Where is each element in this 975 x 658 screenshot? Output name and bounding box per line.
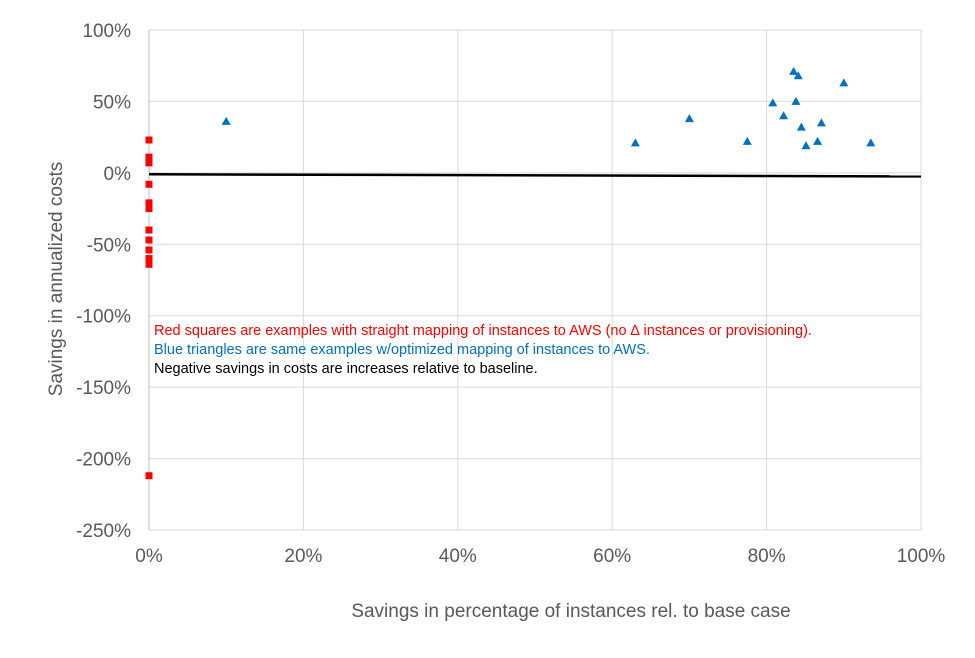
blue-triangle-point — [789, 66, 799, 75]
blue-triangle-point — [796, 122, 806, 131]
x-tick-label: 60% — [593, 546, 631, 567]
trendline-group — [148, 173, 922, 178]
trendline — [148, 173, 922, 178]
x-tick-label: 0% — [135, 546, 163, 567]
blue-triangle-point — [801, 141, 811, 150]
annotation-block: Red squares are examples with straight m… — [154, 323, 812, 377]
red-square-point — [145, 472, 153, 480]
x-axis-title: Savings in percentage of instances rel. … — [351, 601, 790, 622]
x-axis: 0% 20% 40% 60% 80% 100% — [135, 546, 945, 567]
x-tick-label: 20% — [284, 546, 322, 567]
blue-triangle-point — [221, 116, 231, 125]
blue-triangle-point — [779, 111, 789, 120]
y-tick-label: 0% — [104, 164, 132, 185]
blue-triangle-point — [839, 78, 849, 87]
blue-triangle-point — [768, 98, 778, 107]
annotation-blue: Blue triangles are same examples w/optim… — [154, 342, 650, 358]
red-square-point — [145, 159, 153, 167]
red-square-point — [145, 236, 153, 244]
y-tick-label: 100% — [82, 21, 131, 42]
grid-lines — [148, 29, 922, 531]
x-tick-label: 80% — [748, 546, 786, 567]
blue-triangle-point — [742, 136, 752, 145]
annotation-red: Red squares are examples with straight m… — [154, 323, 812, 339]
y-tick-label: -50% — [87, 235, 131, 256]
red-square-point — [145, 199, 153, 207]
blue-triangle-point — [791, 96, 801, 105]
blue-triangle-point — [793, 71, 803, 80]
red-square-point — [145, 205, 153, 213]
blue-triangle-point — [813, 136, 823, 145]
red-square-point — [145, 136, 153, 144]
x-tick-label: 100% — [897, 546, 946, 567]
red-square-point — [145, 260, 153, 268]
y-axis-title: Savings in annualized costs — [46, 162, 67, 396]
data-points — [145, 66, 876, 480]
y-tick-label: 50% — [93, 92, 131, 113]
x-tick-label: 40% — [439, 546, 477, 567]
blue-triangle-point — [866, 138, 876, 147]
blue-triangle-point — [630, 138, 640, 147]
y-tick-label: -100% — [76, 307, 131, 328]
blue-triangle-point — [684, 114, 694, 123]
y-axis: 100% 50% 0% -50% -100% -150% -200% -250% — [76, 21, 131, 542]
annotation-black: Negative savings in costs are increases … — [154, 361, 538, 377]
red-square-point — [145, 180, 153, 188]
y-tick-label: -200% — [76, 450, 131, 471]
red-square-point — [145, 226, 153, 234]
y-tick-label: -150% — [76, 378, 131, 399]
red-square-point — [145, 246, 153, 254]
blue-triangle-point — [816, 118, 826, 127]
red-square-point — [145, 255, 153, 263]
y-tick-label: -250% — [76, 521, 131, 542]
